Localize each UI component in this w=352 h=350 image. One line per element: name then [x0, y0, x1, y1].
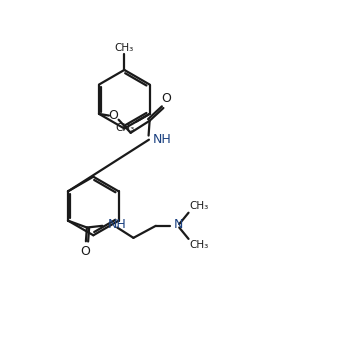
Text: CH₃: CH₃	[189, 201, 208, 211]
Text: O: O	[161, 92, 171, 105]
Text: CH₃: CH₃	[115, 43, 134, 54]
Text: CH₃: CH₃	[189, 240, 208, 250]
Text: N: N	[174, 218, 183, 231]
Text: O: O	[108, 109, 118, 122]
Text: O: O	[80, 245, 90, 258]
Text: CH₃: CH₃	[115, 123, 134, 133]
Text: NH: NH	[152, 133, 171, 146]
Text: NH: NH	[108, 218, 126, 231]
